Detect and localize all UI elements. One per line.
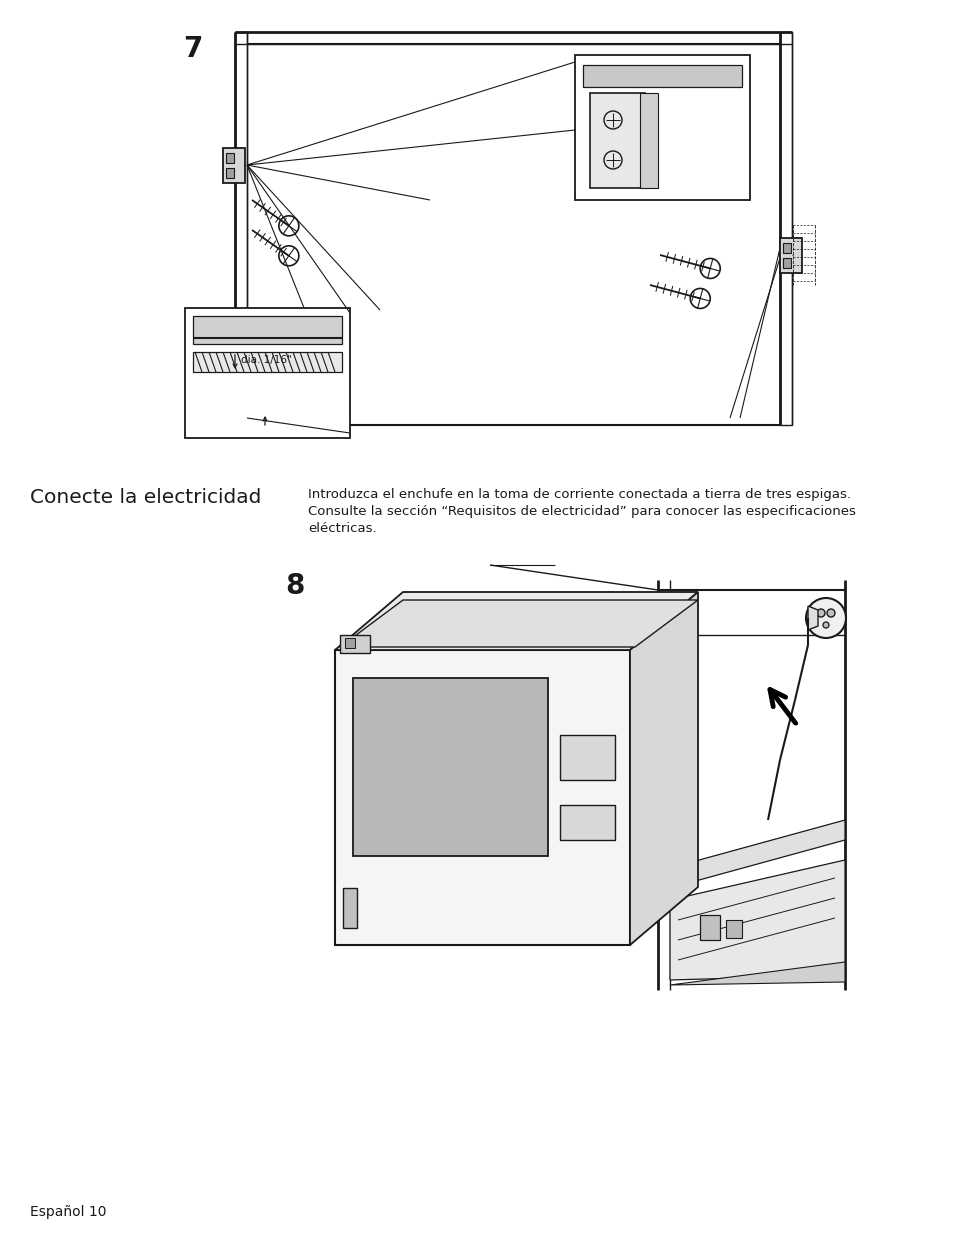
Circle shape	[826, 609, 834, 618]
Bar	[226, 153, 233, 163]
Polygon shape	[629, 592, 698, 945]
Polygon shape	[669, 962, 844, 986]
Circle shape	[816, 609, 824, 618]
Bar	[582, 65, 741, 86]
Bar	[559, 735, 615, 781]
Circle shape	[805, 598, 845, 638]
Bar	[725, 920, 741, 939]
Bar	[185, 308, 350, 438]
Bar	[639, 93, 658, 188]
Text: eléctricas.: eléctricas.	[308, 522, 376, 535]
Bar	[345, 638, 355, 648]
Bar	[193, 352, 341, 372]
Bar	[335, 650, 629, 945]
Bar	[782, 243, 790, 253]
Polygon shape	[669, 860, 844, 981]
Polygon shape	[669, 820, 844, 888]
Text: Introduzca el enchufe en la toma de corriente conectada a tierra de tres espigas: Introduzca el enchufe en la toma de corr…	[308, 488, 850, 501]
Bar	[343, 888, 356, 927]
Text: dia. 1/16": dia. 1/16"	[241, 354, 292, 366]
Bar	[226, 168, 233, 178]
Bar	[782, 258, 790, 268]
Bar	[223, 148, 245, 183]
Bar	[575, 56, 749, 200]
Polygon shape	[339, 600, 698, 647]
Text: Español 10: Español 10	[30, 1205, 107, 1219]
Circle shape	[822, 622, 828, 629]
Polygon shape	[807, 606, 817, 630]
Bar	[234, 32, 247, 425]
Text: Consulte la sección “Requisitos de electricidad” para conocer las especificacion: Consulte la sección “Requisitos de elect…	[308, 505, 855, 517]
Bar	[193, 316, 341, 345]
Bar	[559, 805, 615, 840]
Bar	[780, 238, 801, 273]
Bar	[700, 915, 720, 940]
Polygon shape	[335, 592, 698, 650]
Text: 8: 8	[285, 572, 304, 600]
Bar	[353, 678, 547, 856]
Text: 7: 7	[183, 35, 202, 63]
Text: Conecte la electricidad: Conecte la electricidad	[30, 488, 261, 508]
Bar	[780, 32, 791, 425]
Bar	[658, 726, 669, 743]
Bar	[656, 598, 671, 618]
Bar	[339, 635, 370, 653]
Bar	[589, 93, 644, 188]
